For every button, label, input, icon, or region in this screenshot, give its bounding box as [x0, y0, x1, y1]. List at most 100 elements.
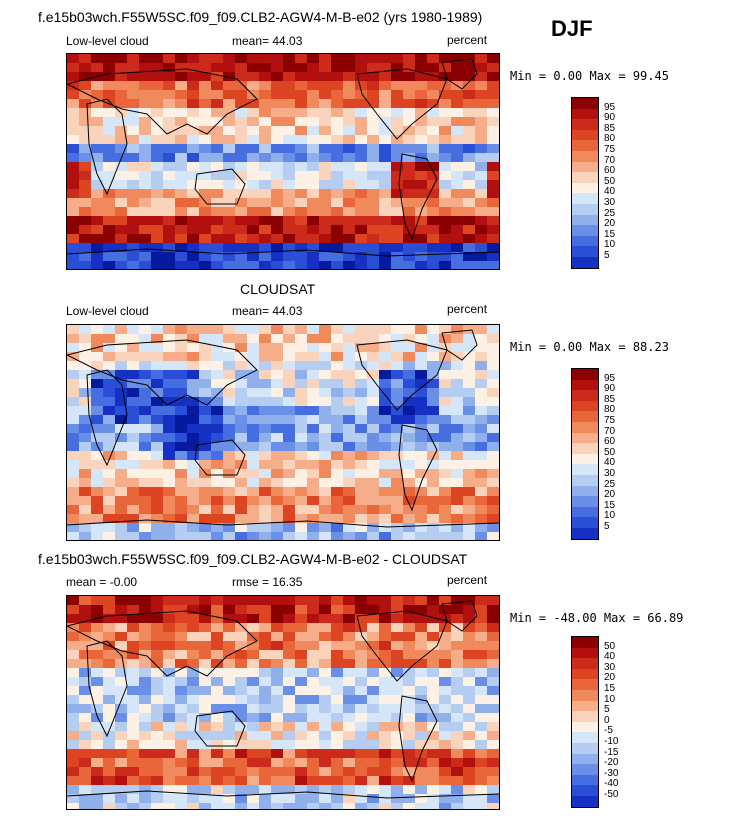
map-cell — [487, 686, 499, 696]
map-cell — [67, 632, 80, 642]
colorbar-cell — [572, 700, 598, 712]
panel-diff-colorbar — [571, 636, 599, 808]
map-cell — [391, 334, 404, 344]
map-cell — [451, 776, 464, 786]
map-cell — [319, 496, 332, 506]
map-cell — [403, 704, 416, 714]
map-cell — [403, 758, 416, 768]
map-cell — [175, 695, 188, 705]
map-cell — [247, 803, 260, 809]
map-cell — [79, 650, 92, 660]
map-cell — [67, 668, 80, 678]
map-cell — [319, 722, 332, 732]
map-cell — [103, 803, 116, 809]
map-cell — [439, 632, 452, 642]
map-cell — [379, 370, 392, 380]
map-cell — [427, 722, 440, 732]
colorbar-cell — [572, 172, 598, 183]
map-cell — [283, 99, 296, 109]
map-cell — [487, 451, 499, 461]
map-cell — [91, 776, 104, 786]
map-cell — [475, 487, 488, 497]
map-cell — [487, 63, 499, 73]
map-cell — [319, 758, 332, 768]
map-cell — [343, 487, 356, 497]
map-cell — [475, 352, 488, 362]
map-cell — [319, 424, 332, 434]
map-cell — [391, 767, 404, 777]
map-cell — [199, 189, 212, 199]
map-cell — [235, 216, 248, 226]
map-cell — [271, 704, 284, 714]
map-cell — [247, 433, 260, 443]
map-cell — [199, 54, 212, 64]
map-cell — [403, 171, 416, 181]
colorbar-tick-label: 60 — [604, 436, 616, 448]
map-cell — [187, 695, 200, 705]
map-cell — [283, 180, 296, 190]
map-cell — [355, 225, 368, 235]
map-cell — [439, 225, 452, 235]
map-cell — [439, 433, 452, 443]
map-cell — [247, 198, 260, 208]
map-cell — [151, 189, 164, 199]
map-cell — [127, 325, 140, 335]
map-cell — [391, 442, 404, 452]
map-cell — [391, 180, 404, 190]
map-cell — [175, 442, 188, 452]
map-cell — [259, 785, 272, 795]
map-cell — [319, 72, 332, 82]
map-cell — [259, 731, 272, 741]
map-cell — [343, 388, 356, 398]
map-cell — [475, 153, 488, 163]
map-cell — [127, 749, 140, 759]
map-cell — [103, 90, 116, 100]
map-cell — [163, 794, 176, 804]
map-cell — [343, 397, 356, 407]
map-cell — [175, 767, 188, 777]
map-cell — [211, 81, 224, 91]
map-cell — [283, 794, 296, 804]
map-cell — [451, 144, 464, 154]
map-cell — [439, 704, 452, 714]
map-cell — [139, 641, 152, 651]
map-cell — [235, 523, 248, 533]
map-cell — [343, 496, 356, 506]
map-cell — [331, 180, 344, 190]
map-cell — [187, 99, 200, 109]
map-cell — [163, 433, 176, 443]
map-cell — [403, 126, 416, 136]
map-cell — [199, 63, 212, 73]
map-cell — [127, 803, 140, 809]
map-cell — [451, 469, 464, 479]
map-cell — [439, 442, 452, 452]
map-cell — [415, 505, 428, 515]
map-cell — [319, 460, 332, 470]
map-cell — [175, 532, 188, 540]
map-cell — [127, 252, 140, 262]
map-cell — [283, 496, 296, 506]
map-cell — [343, 108, 356, 118]
map-cell — [319, 659, 332, 669]
map-cell — [271, 63, 284, 73]
map-cell — [235, 108, 248, 118]
map-cell — [403, 225, 416, 235]
map-cell — [151, 686, 164, 696]
map-cell — [163, 478, 176, 488]
map-cell — [379, 433, 392, 443]
map-cell — [451, 758, 464, 768]
map-cell — [163, 650, 176, 660]
map-cell — [247, 695, 260, 705]
map-cell — [115, 614, 128, 624]
map-cell — [223, 623, 236, 633]
map-cell — [151, 54, 164, 64]
map-cell — [475, 388, 488, 398]
map-cell — [475, 126, 488, 136]
colorbar-tick-label: 0 — [604, 714, 610, 726]
map-cell — [283, 243, 296, 253]
map-cell — [271, 749, 284, 759]
colorbar-tick-label: 25 — [604, 207, 616, 219]
map-cell — [427, 514, 440, 524]
map-cell — [379, 722, 392, 732]
map-cell — [103, 126, 116, 136]
